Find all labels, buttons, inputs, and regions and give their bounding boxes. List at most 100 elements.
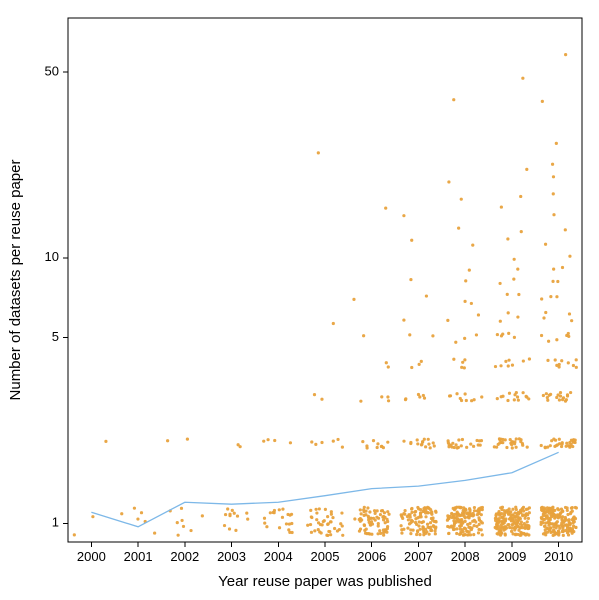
data-point [571,506,574,509]
y-tick-label: 50 [45,64,59,79]
data-point [226,507,229,510]
data-point [541,100,544,103]
data-point [372,439,375,442]
data-point [428,533,431,536]
data-point [266,438,269,441]
data-point [510,527,513,530]
data-point [554,358,557,361]
data-point [269,511,272,514]
data-point [521,442,524,445]
data-point [560,508,563,511]
data-point [370,533,373,536]
data-point [310,516,313,519]
data-point [322,520,325,523]
data-point [385,531,388,534]
data-point [413,514,416,517]
data-point [333,527,336,530]
data-point [567,335,570,338]
data-point [233,512,236,515]
scatter-chart: 1510502000200120022003200420052006200720… [0,0,599,600]
data-point [376,509,379,512]
data-point [475,333,478,336]
data-point [473,398,476,401]
data-point [416,442,419,445]
data-point [513,526,516,529]
data-point [557,508,560,511]
data-point [424,515,427,518]
data-point [515,437,518,440]
data-point [278,508,281,511]
data-point [410,507,413,510]
data-point [310,531,313,534]
data-point [504,533,507,536]
data-point [459,506,462,509]
data-point [324,508,327,511]
data-point [473,524,476,527]
data-point [542,394,545,397]
data-point [477,510,480,513]
data-point [559,512,562,515]
data-point [320,531,323,534]
data-point [516,267,519,270]
data-point [458,533,461,536]
data-point [461,521,464,524]
data-point [420,360,423,363]
data-point [567,361,570,364]
data-point [418,363,421,366]
data-point [237,443,240,446]
data-point [374,512,377,515]
data-point [366,506,369,509]
data-point [362,334,365,337]
data-point [454,341,457,344]
data-point [477,313,480,316]
data-point [546,396,549,399]
data-point [469,514,472,517]
data-point [434,510,437,513]
y-axis-label: Number of datasets per reuse paper [7,160,24,401]
data-point [467,526,470,529]
data-point [430,511,433,514]
data-point [506,509,509,512]
data-point [358,530,361,533]
data-point [407,518,410,521]
data-point [506,293,509,296]
data-point [463,533,466,536]
data-point [500,334,503,337]
data-point [422,531,425,534]
data-point [418,520,421,523]
data-point [497,521,500,524]
data-point [516,395,519,398]
data-point [511,446,514,449]
data-point [410,239,413,242]
data-point [315,511,318,514]
data-point [365,444,368,447]
data-point [546,515,549,518]
data-point [245,512,248,515]
data-point [518,516,521,519]
data-point [460,198,463,201]
data-point [374,518,377,521]
data-point [409,532,412,535]
data-point [231,509,234,512]
data-point [479,444,482,447]
data-point [340,511,343,514]
data-point [568,445,571,448]
data-point [434,532,437,535]
data-point [527,526,530,529]
data-point [228,514,231,517]
data-point [458,520,461,523]
data-point [570,319,573,322]
data-point [468,511,471,514]
data-point [465,399,468,402]
data-point [447,517,450,520]
data-point [409,278,412,281]
data-point [166,439,169,442]
data-point [381,515,384,518]
data-point [564,228,567,231]
data-point [332,440,335,443]
data-point [465,446,468,449]
data-point [472,514,475,517]
data-point [422,526,425,529]
data-point [504,360,507,363]
data-point [419,528,422,531]
